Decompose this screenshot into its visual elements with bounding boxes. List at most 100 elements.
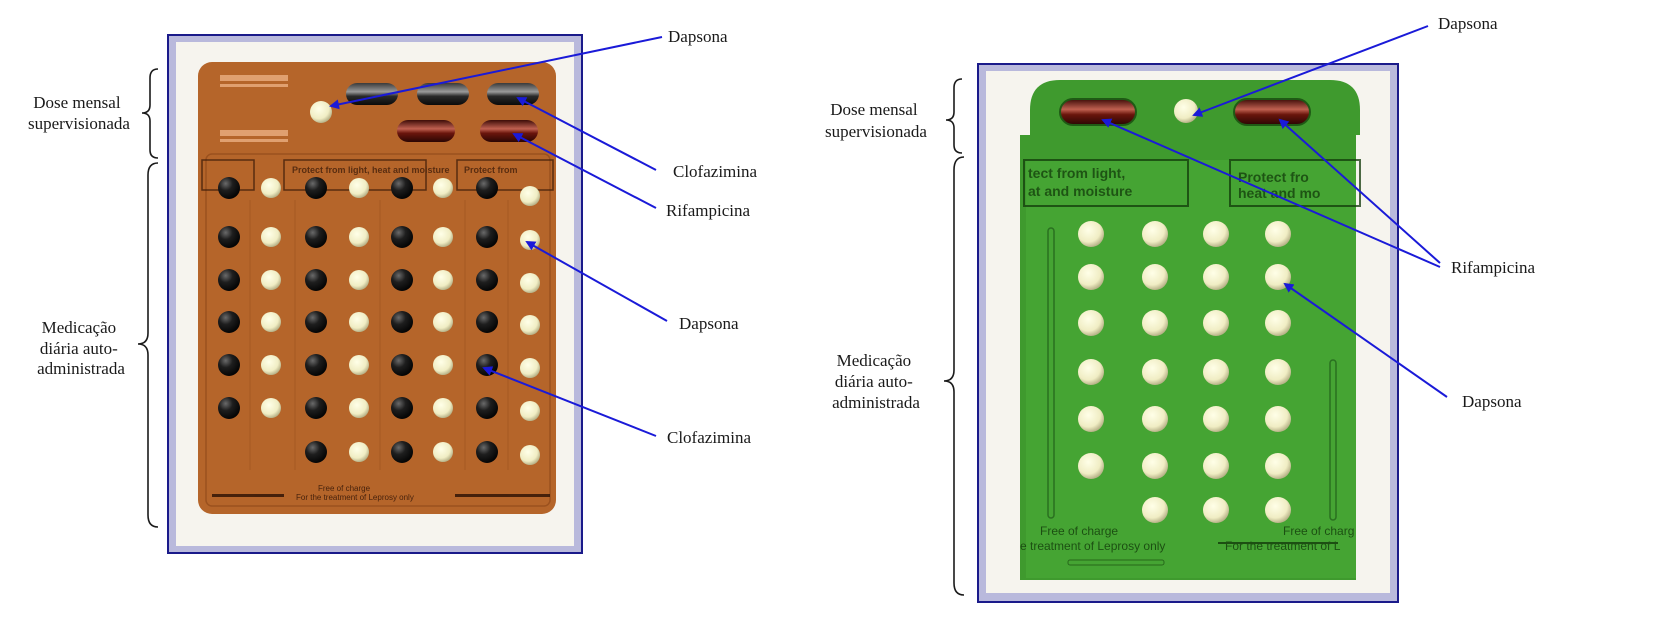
right-protect-boxes: tect from light, at and moisture Protect… [1023,159,1361,207]
left-daily-label: Medicação diária auto- administrada [37,318,125,378]
svg-text:tect from light,: tect from light, [1028,165,1125,181]
svg-text:Free of charg: Free of charg [1283,524,1354,538]
callout-clofazimina-top: Clofazimina [673,162,757,181]
rifampicina-capsule [1059,98,1137,126]
arrow-rifampicina [512,133,657,209]
callout-dapsona-mid: Dapsona [1462,392,1522,411]
clofazimina-pill [218,311,240,333]
dapsona-pill [433,178,453,198]
dapsona-pill [1078,359,1104,385]
right-dose-brace [945,78,963,154]
dapsona-pill [261,355,281,375]
clofazimina-pill [391,311,413,333]
dapsona-pill [1142,453,1168,479]
dapsona-pill [1078,406,1104,432]
svg-text:heat and mo: heat and mo [1238,185,1320,201]
clofazimina-pill [305,177,327,199]
dapsona-pill [433,442,453,462]
dapsona-pill [349,355,369,375]
right-footer: Free of charge e treatment of Leprosy on… [1020,524,1354,566]
clofazimina-pill [391,354,413,376]
clofazimina-pill [476,311,498,333]
dapsona-pill [349,398,369,418]
clofazimina-pill [476,441,498,463]
clofazimina-pill [305,226,327,248]
dapsona-pill [433,355,453,375]
dapsona-pill [349,270,369,290]
right-daily-brace [943,156,965,596]
dapsona-pill [349,227,369,247]
clofazimina-pill [218,354,240,376]
dapsona-pill [520,273,540,293]
left-dose-brace [141,68,159,159]
dapsona-pill [1142,310,1168,336]
dapsona-pill [1265,497,1291,523]
right-panel: tect from light, at and moisture Protect… [825,14,1535,603]
arrow-dapsona-top [1192,25,1429,117]
dapsona-pill [261,398,281,418]
svg-text:Protect fro: Protect fro [1238,169,1309,185]
dapsona-pill [520,315,540,335]
callout-dapsona-mid: Dapsona [679,314,739,333]
clofazimina-pill [391,269,413,291]
arrow-dapsona-mid [525,241,668,322]
dapsona-pill [1265,221,1291,247]
clofazimina-pill [305,397,327,419]
arrow-rifampicina-right [1278,118,1441,264]
svg-text:Free of charge: Free of charge [1040,524,1118,538]
svg-text:For the treatment of Leprosy o: For the treatment of Leprosy only [296,493,414,502]
callout-dapsona-top: Dapsona [668,27,728,46]
clofazimina-pill [476,226,498,248]
clofazimina-pill [391,226,413,248]
dapsona-pill [1142,359,1168,385]
dapsona-pill [1142,264,1168,290]
clofazimina-pill [305,441,327,463]
dapsona-pill [349,442,369,462]
dapsona-pill [349,178,369,198]
clofazimina-pill [476,397,498,419]
left-capsules [310,83,539,142]
right-daily-label: Medicação diária auto- administrada [832,351,920,412]
clofazimina-pill [218,269,240,291]
clofazimina-pill [218,397,240,419]
dapsona-pill [433,270,453,290]
dapsona-pill [1203,264,1229,290]
clofazimina-pill [305,269,327,291]
svg-text:e treatment of Leprosy only: e treatment of Leprosy only [1020,539,1165,553]
dapsona-pill [261,312,281,332]
dapsona-pill [520,186,540,206]
clofazimina-pill [391,441,413,463]
clofazimina-pill [218,226,240,248]
dapsona-pill [433,398,453,418]
dapsona-pill [1265,359,1291,385]
callout-rifampicina: Rifampicina [666,201,750,220]
arrow-rifampicina-left [1101,118,1441,268]
dapsona-pill [1174,99,1198,123]
dapsona-pill [1078,221,1104,247]
svg-text:For the treatment of L: For the treatment of L [1225,539,1341,553]
arrow-dapsona-top [329,36,663,110]
dapsona-pill [520,445,540,465]
dapsona-pill [1203,310,1229,336]
clofazimina-pill [305,354,327,376]
left-panel: Protect from light, heat and moisture Pr… [28,27,757,554]
dapsona-pill [1203,453,1229,479]
left-dose-label: Dose mensal supervisionada [28,93,130,133]
right-callout-arrows [1101,25,1448,398]
clofazimina-pill [476,177,498,199]
rifampicina-capsule [1233,98,1311,126]
svg-text:at and moisture: at and moisture [1028,183,1132,199]
rifampicina-capsule [480,120,538,142]
clofazimina-pill [305,311,327,333]
dapsona-pill [261,270,281,290]
dapsona-pill [1203,406,1229,432]
clofazimina-pill [391,397,413,419]
arrow-clofazimina-bottom [482,366,657,437]
right-pill-grid [1078,221,1291,523]
dapsona-pill [1078,453,1104,479]
left-blister-card [198,62,556,514]
right-dose-label: Dose mensal supervisionada [825,100,927,141]
dapsona-pill [520,401,540,421]
rifampicina-capsule [397,120,455,142]
